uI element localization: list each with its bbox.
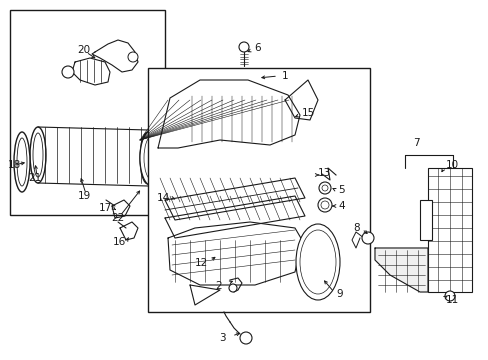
Text: 22: 22 bbox=[111, 213, 124, 223]
Polygon shape bbox=[285, 80, 317, 120]
Text: 19: 19 bbox=[77, 191, 90, 201]
Circle shape bbox=[361, 232, 373, 244]
Bar bbox=[10, 10, 164, 215]
Circle shape bbox=[62, 66, 74, 78]
Text: 17: 17 bbox=[99, 203, 112, 213]
Circle shape bbox=[128, 52, 138, 62]
Circle shape bbox=[317, 198, 331, 212]
Text: 15: 15 bbox=[302, 108, 315, 118]
Circle shape bbox=[321, 185, 327, 191]
Text: 7: 7 bbox=[412, 138, 418, 148]
Circle shape bbox=[444, 291, 454, 301]
Text: 13: 13 bbox=[317, 168, 330, 178]
Polygon shape bbox=[374, 248, 427, 292]
Bar bbox=[148, 68, 369, 312]
Circle shape bbox=[320, 201, 328, 209]
Text: 4: 4 bbox=[337, 201, 344, 211]
Polygon shape bbox=[92, 40, 138, 72]
Text: 1: 1 bbox=[282, 71, 288, 81]
Ellipse shape bbox=[143, 136, 160, 180]
Circle shape bbox=[239, 42, 248, 52]
Ellipse shape bbox=[17, 138, 27, 186]
Text: 6: 6 bbox=[253, 43, 260, 53]
Ellipse shape bbox=[142, 138, 153, 178]
Circle shape bbox=[240, 332, 251, 344]
Polygon shape bbox=[164, 178, 305, 220]
Ellipse shape bbox=[299, 230, 335, 294]
Ellipse shape bbox=[30, 127, 46, 183]
Text: 14: 14 bbox=[157, 193, 170, 203]
Text: 10: 10 bbox=[445, 160, 458, 170]
Ellipse shape bbox=[140, 132, 156, 184]
Circle shape bbox=[318, 182, 330, 194]
Bar bbox=[427, 168, 471, 292]
Text: 5: 5 bbox=[337, 185, 344, 195]
Ellipse shape bbox=[295, 224, 339, 300]
Polygon shape bbox=[168, 222, 302, 285]
Circle shape bbox=[228, 284, 237, 292]
Polygon shape bbox=[112, 200, 130, 218]
Text: 20: 20 bbox=[77, 45, 90, 55]
Polygon shape bbox=[120, 222, 138, 240]
Text: 3: 3 bbox=[219, 333, 225, 343]
Ellipse shape bbox=[14, 132, 30, 192]
Text: 2: 2 bbox=[215, 281, 222, 291]
Text: 12: 12 bbox=[194, 258, 207, 268]
Text: 21: 21 bbox=[28, 173, 41, 183]
Text: 16: 16 bbox=[113, 237, 126, 247]
Polygon shape bbox=[72, 58, 110, 85]
Polygon shape bbox=[158, 80, 299, 148]
Ellipse shape bbox=[140, 130, 163, 186]
Text: 9: 9 bbox=[335, 289, 342, 299]
Text: 11: 11 bbox=[445, 295, 458, 305]
Ellipse shape bbox=[33, 133, 43, 177]
Text: 8: 8 bbox=[353, 223, 359, 233]
Text: 18: 18 bbox=[8, 160, 21, 170]
Polygon shape bbox=[190, 285, 220, 305]
Polygon shape bbox=[164, 196, 305, 238]
Bar bbox=[419, 200, 431, 240]
